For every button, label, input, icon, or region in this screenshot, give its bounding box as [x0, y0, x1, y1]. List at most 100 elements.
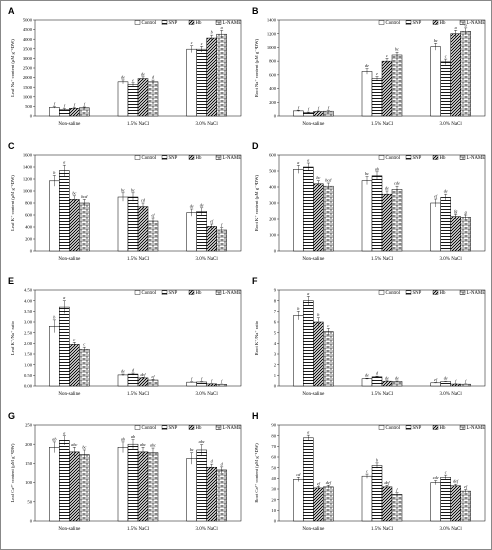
legend-swatch: [432, 425, 439, 430]
legend-label: Control: [142, 426, 157, 431]
y-tick-label: 5: [274, 330, 277, 335]
y-tick-label: 2: [274, 362, 277, 367]
y-tick-label: 6: [274, 320, 277, 325]
bar: [69, 451, 80, 522]
y-tick-label: 2000: [23, 75, 33, 80]
legend-swatch: [161, 155, 168, 160]
bar: [303, 300, 314, 387]
bar: [216, 33, 227, 117]
significance-letter: ef: [151, 213, 155, 218]
legend-label: SNP: [169, 426, 178, 431]
y-tick-label: 0.50: [24, 373, 33, 378]
legend-label: L-NAME: [467, 21, 486, 26]
legend-label: SNP: [169, 291, 178, 296]
significance-letter: a: [63, 295, 65, 300]
significance-letter: b: [53, 314, 55, 319]
bar: [206, 226, 217, 252]
category-label: 3.0% NaCl: [196, 392, 219, 397]
category-label: Non-saline: [302, 392, 325, 397]
y-tick-label: 800: [25, 201, 33, 206]
significance-letter: bcd: [325, 178, 332, 183]
y-tick-label: 4.00: [24, 298, 33, 303]
panel-letter: C: [8, 141, 15, 151]
y-tick-label: 100: [269, 233, 277, 238]
legend-label: Control: [142, 21, 157, 26]
legend-label: Hb: [440, 156, 446, 161]
significance-letter: ab: [121, 436, 125, 441]
panel-letter: A: [8, 6, 15, 16]
legend-swatch: [405, 425, 412, 430]
y-tick-label: 30: [271, 487, 276, 492]
significance-letter: ef: [434, 377, 438, 382]
significance-letter: def: [140, 372, 146, 377]
significance-letter: f: [298, 105, 300, 110]
panel-b: B 0 200 400 600 800 1000 1200 1400 Root Na⁺ conte…: [249, 4, 489, 138]
y-tick-label: 250: [25, 423, 33, 428]
significance-letter: c: [327, 323, 329, 328]
y-tick-label: 1.00: [24, 362, 33, 367]
legend-swatch: [378, 425, 385, 430]
significance-letter: b: [317, 312, 319, 317]
bar: [323, 331, 334, 387]
bar: [137, 377, 149, 387]
legend-label: Hb: [440, 426, 446, 431]
significance-letter: abc: [150, 443, 156, 448]
significance-letter: bc: [316, 175, 320, 180]
y-tick-label: 800: [269, 59, 277, 64]
y-tick-label: 1000: [267, 45, 277, 50]
bar: [460, 31, 471, 117]
legend-label: Control: [142, 291, 157, 296]
legend-label: Hb: [196, 291, 202, 296]
y-tick-label: 500: [269, 169, 277, 174]
significance-letter: d: [376, 371, 379, 376]
significance-letter: bc: [434, 38, 438, 43]
y-axis-label: Root Na⁺ content (μM g⁻¹DW): [254, 38, 259, 97]
significance-letter: cde: [394, 181, 400, 186]
bar: [293, 169, 304, 252]
significance-letter: f: [221, 379, 223, 384]
bar: [59, 170, 70, 252]
bar: [361, 180, 373, 252]
significance-letter: de: [385, 375, 389, 380]
significance-letter: f: [64, 103, 66, 108]
category-label: 3.0% NaCl: [440, 257, 463, 262]
bar: [391, 189, 403, 252]
bar: [440, 61, 451, 117]
bar: [381, 193, 393, 252]
significance-letter: f: [308, 107, 310, 112]
y-tick-label: 300: [269, 201, 277, 206]
category-label: 3.0% NaCl: [440, 527, 463, 532]
panel-letter: H: [252, 411, 259, 421]
significance-letter: bc: [82, 444, 86, 449]
y-tick-label: 4500: [23, 27, 33, 32]
category-label: Non-saline: [58, 122, 81, 127]
bar: [147, 220, 159, 252]
significance-letter: ef: [317, 481, 321, 486]
bar: [313, 321, 324, 387]
chart-svg-f: F 0 1 2 3 4 5 6 7 8 9 Root K⁺/Na⁺ ratio Control SNP Hb…: [252, 276, 486, 397]
panel-letter: E: [8, 276, 14, 286]
significance-letter: f: [328, 105, 330, 110]
bar: [79, 202, 90, 252]
bar: [440, 381, 451, 387]
bar: [79, 349, 90, 387]
panel-f: F 0 1 2 3 4 5 6 7 8 9 Root K⁺/Na⁺ ratio Control SNP Hb…: [249, 274, 489, 408]
bar: [293, 479, 304, 522]
chart-svg-h: H 0 10 20 30 40 50 60 70 80 90 Root Ca²⁺ content (μ…: [252, 411, 486, 532]
significance-letter: f: [84, 101, 86, 106]
legend-swatch: [215, 155, 222, 160]
y-tick-label: 1000: [23, 189, 33, 194]
legend-swatch: [405, 155, 412, 160]
bar: [69, 108, 80, 117]
legend-label: L-NAME: [223, 21, 242, 26]
bar: [127, 196, 139, 252]
bar: [323, 486, 334, 522]
bar: [49, 180, 60, 252]
y-tick-label: 600: [25, 213, 33, 218]
legend-label: SNP: [413, 21, 422, 26]
legend-swatch: [378, 155, 385, 160]
significance-letter: de: [365, 63, 369, 68]
significance-letter: fg: [454, 209, 457, 214]
category-label: 1.5% NaCl: [371, 527, 394, 532]
